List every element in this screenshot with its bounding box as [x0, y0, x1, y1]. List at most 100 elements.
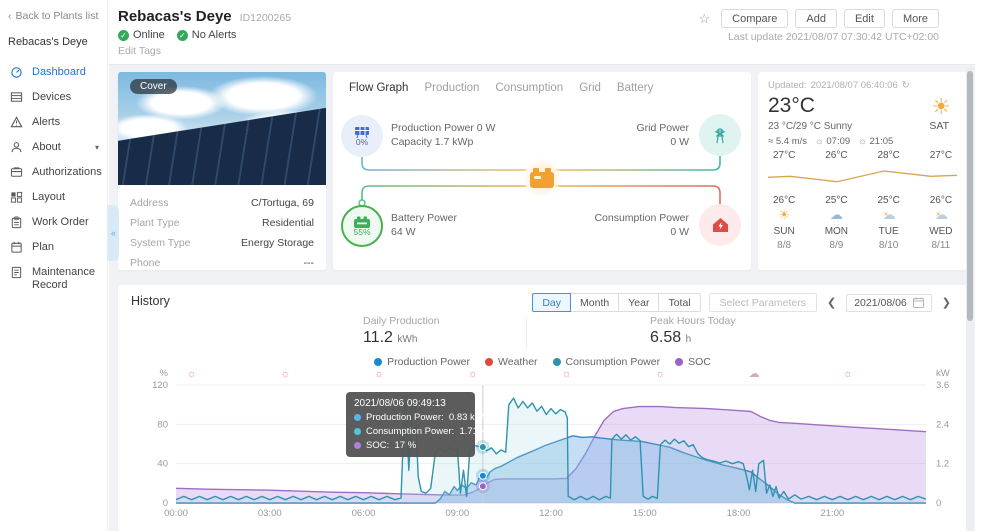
svg-text:12:00: 12:00 [539, 508, 563, 519]
more-button[interactable]: More [891, 9, 939, 28]
edit-tags-link[interactable]: Edit Tags [118, 45, 161, 57]
cover-photo: Cover [118, 72, 326, 185]
date-picker[interactable]: 2021/08/06 [846, 293, 932, 312]
cloud-icon: ☁ [749, 368, 760, 380]
next-date-button[interactable]: ❯ [941, 297, 951, 309]
forecast-grid: 27°C 26°C 28°C 27°C 26°C 25°C 25°C 26°C ☀ ☁: : ☀… [758, 150, 967, 251]
flow-tab-consumption[interactable]: Consumption [495, 82, 564, 94]
partly-cloudy-icon: ☀☁ [882, 207, 896, 222]
battery-node[interactable]: 55% [341, 205, 383, 247]
flow-tab-battery[interactable]: Battery [616, 82, 654, 94]
sidebar-item-about[interactable]: About ▾ [0, 135, 107, 160]
plant-id: ID1200265 [239, 12, 292, 24]
history-chart[interactable]: 0 40 80 120 0 1.2 2.4 3.6% kW 00:00 03:00 06:00 09:0… [128, 363, 957, 525]
legend-item-weather[interactable]: Weather [485, 356, 538, 368]
svg-text:2.4: 2.4 [936, 419, 949, 430]
tooltip-row-consumption-power: Consumption Power: 1.71 kW [354, 426, 494, 437]
grid-label: Grid Power 0 W [636, 122, 689, 148]
grid-tower-icon [715, 127, 725, 143]
period-button-day[interactable]: Day [532, 293, 572, 312]
sidebar-item-authorizations[interactable]: Authorizations [0, 160, 107, 185]
forecast-high-temp: 28°C [877, 150, 900, 161]
compare-button[interactable]: Compare [721, 9, 789, 28]
refresh-icon[interactable]: ↻ [901, 80, 910, 91]
production-label: Production Power 0 W Capacity 1.7 kWp [391, 122, 496, 148]
history-controls: Day Month Year Total Select Parameters ❮ 20… [532, 293, 953, 312]
select-parameters-button[interactable]: Select Parameters [708, 293, 817, 312]
period-button-total[interactable]: Total [659, 293, 701, 312]
sidebar: ‹ Back to Plants list Rebacas's Deye Das… [0, 0, 108, 531]
flow-tab-flow-graph[interactable]: Flow Graph [349, 82, 409, 94]
main-content: Rebacas's Deye ID1200265 ✓ Online ✓ No A… [109, 0, 975, 531]
plant-info-card: Cover Address C/Tortuga, 69 Plant Type Resi… [118, 72, 326, 270]
legend-item-production-power[interactable]: Production Power [374, 356, 470, 368]
devices-icon [10, 92, 23, 102]
history-title: History [131, 294, 170, 308]
sidebar-item-maintenance-record[interactable]: Maintenance Record [0, 260, 107, 297]
flow-tab-production[interactable]: Production [424, 82, 480, 94]
sidebar-nav: Dashboard Devices Alerts About ▾ Authorizatio… [0, 60, 107, 297]
svg-text:21:00: 21:00 [820, 508, 844, 519]
current-temperature: 23°C [768, 94, 815, 117]
period-button-year[interactable]: Year [619, 293, 660, 312]
sun-icon: ☼ [655, 368, 665, 380]
sun-icon: ☼ [468, 368, 478, 380]
sidebar-item-devices[interactable]: Devices [0, 85, 107, 110]
scrollbar-thumb[interactable] [967, 71, 973, 321]
plant-info-list: Address C/Tortuga, 69 Plant Type Residentia… [118, 185, 326, 270]
prev-date-button[interactable]: ❮ [827, 297, 837, 309]
svg-text:00:00: 00:00 [164, 508, 188, 519]
chevron-down-icon[interactable]: ▾ [94, 143, 99, 152]
back-to-plants-label: Back to Plants list [15, 10, 99, 22]
svg-text:40: 40 [157, 459, 168, 470]
series-line-soc [175, 405, 927, 496]
svg-text:80: 80 [157, 419, 168, 430]
authorizations-icon [10, 167, 23, 177]
history-stats: Daily Production 11.2 kWh Peak Hours Tod… [118, 315, 967, 351]
energy-flow-card: Flow Graph Production Consumption Grid Batte… [333, 72, 751, 270]
forecast-low-temp: 25°C [825, 195, 848, 206]
edit-button[interactable]: Edit [843, 9, 885, 28]
sidebar-item-work-order[interactable]: Work Order [0, 210, 107, 235]
forecast-low-temp: 26°C [772, 195, 796, 206]
weather-updated-label: Updated: [768, 80, 807, 91]
legend-item-consumption-power[interactable]: Consumption Power [552, 356, 660, 368]
status-alerts-badge: ✓ No Alerts [176, 29, 236, 41]
legend-dot [675, 358, 684, 366]
inverter-icon [530, 168, 554, 188]
legend-dot [374, 358, 383, 366]
sidebar-collapse-handle[interactable]: « [108, 205, 119, 261]
production-node[interactable]: 0% [341, 115, 383, 157]
svg-text:03:00: 03:00 [258, 508, 282, 519]
stats-divider [526, 317, 527, 349]
page-title: Rebacas's Deye [118, 8, 232, 25]
sun-icon: ☼ [562, 368, 572, 380]
status-online-badge: ✓ Online [118, 29, 165, 41]
vertical-scrollbar[interactable] [966, 66, 974, 531]
back-to-plants-link[interactable]: ‹ Back to Plants list [0, 0, 107, 22]
work-order-icon [11, 216, 22, 229]
production-percent: 0% [355, 137, 369, 147]
svg-text:%: % [160, 368, 169, 379]
add-button[interactable]: Add [795, 9, 837, 28]
forecast-date: 8/8 [777, 240, 792, 251]
legend-dot [552, 358, 561, 366]
series-area-consumption-power [176, 396, 926, 503]
wind-icon: ≈ [768, 136, 774, 147]
partly-cloudy-icon: ☀☁ [934, 207, 948, 222]
legend-item-soc[interactable]: SOC [675, 356, 711, 368]
date-value: 2021/08/06 [854, 296, 907, 309]
flow-tab-grid[interactable]: Grid [579, 82, 601, 94]
solar-panel-icon [355, 127, 369, 138]
period-button-month[interactable]: Month [571, 293, 620, 312]
sidebar-item-alerts[interactable]: Alerts [0, 110, 107, 135]
grid-node[interactable] [699, 114, 741, 156]
svg-text:09:00: 09:00 [445, 508, 469, 519]
favorite-star-icon[interactable]: ☆ [698, 10, 711, 26]
sidebar-item-plan[interactable]: Plan [0, 235, 107, 260]
page-header: Rebacas's Deye ID1200265 ✓ Online ✓ No A… [109, 0, 975, 65]
sidebar-item-dashboard[interactable]: Dashboard [0, 60, 107, 85]
sidebar-item-layout[interactable]: Layout [0, 185, 107, 210]
consumption-node[interactable] [699, 204, 741, 246]
